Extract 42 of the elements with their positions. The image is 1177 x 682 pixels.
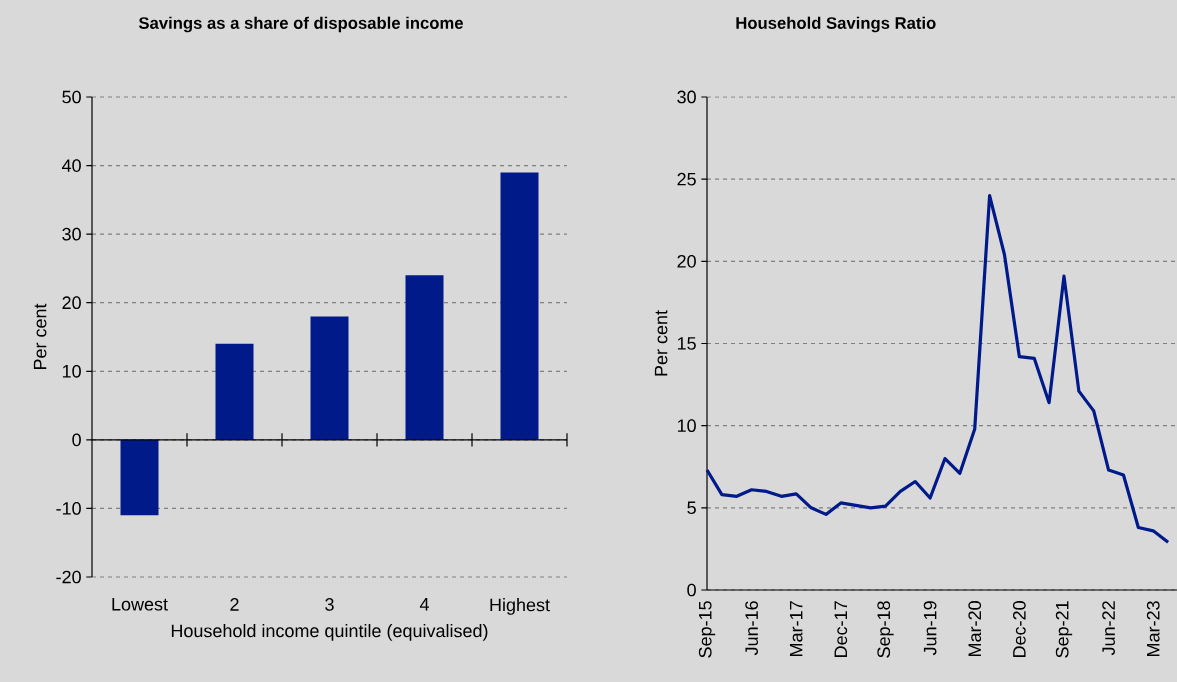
y-tick-label: 50 (62, 90, 81, 104)
bar (405, 275, 444, 440)
x-tick-label: Highest (490, 598, 550, 615)
bar (310, 316, 349, 440)
x-tick-label: Jun-16 (745, 601, 758, 656)
y-tick-label: 30 (677, 90, 696, 104)
y-tick-label: 30 (62, 227, 81, 241)
x-tick-label: Mar-17 (789, 601, 803, 656)
x-tick-label: Jun-19 (923, 601, 937, 656)
bar (500, 172, 539, 440)
x-tick-label: 3 (325, 598, 334, 611)
x-tick-label: Dec-17 (834, 601, 848, 657)
x-tick-label: Sep-15 (698, 601, 716, 658)
x-tick-label: Dec-20 (1012, 601, 1026, 657)
x-tick-label: Lowest (112, 598, 168, 611)
y-tick-label: 40 (62, 159, 81, 172)
y-tick-label: 15 (677, 337, 696, 350)
x-tick-label: 4 (419, 598, 429, 611)
bar (120, 439, 159, 516)
x-tick-label: Mar-23 (1146, 601, 1160, 656)
y-tick-label: 20 (677, 254, 696, 268)
x-tick-label: Mar-20 (968, 601, 982, 656)
y-tick-label: -10 (56, 502, 81, 515)
y-tick-label: 0 (72, 433, 81, 447)
chart-title: Savings as a share of disposable income (138, 16, 463, 33)
y-tick-label: 25 (677, 172, 696, 186)
x-tick-label: Sep-18 (877, 601, 894, 658)
y-tick-label: 0 (687, 583, 696, 597)
x-tick-label: Sep-21 (1055, 601, 1073, 658)
x-axis-title: Household income quintile (equivalised) (171, 624, 488, 641)
line-series (705, 193, 1170, 544)
x-tick-label: Jun-22 (1102, 601, 1115, 656)
y-tick-label: -20 (56, 570, 81, 584)
y-axis-title: Per cent (33, 303, 47, 370)
y-tick-label: 5 (687, 501, 696, 515)
chart-title: Household Savings Ratio (736, 16, 936, 33)
x-tick-label: 2 (230, 598, 239, 611)
y-tick-label: 10 (62, 364, 81, 378)
bar (215, 343, 254, 440)
y-tick-label: 20 (62, 296, 81, 310)
y-tick-label: 10 (677, 419, 696, 433)
y-axis-title: Per cent (654, 310, 668, 376)
